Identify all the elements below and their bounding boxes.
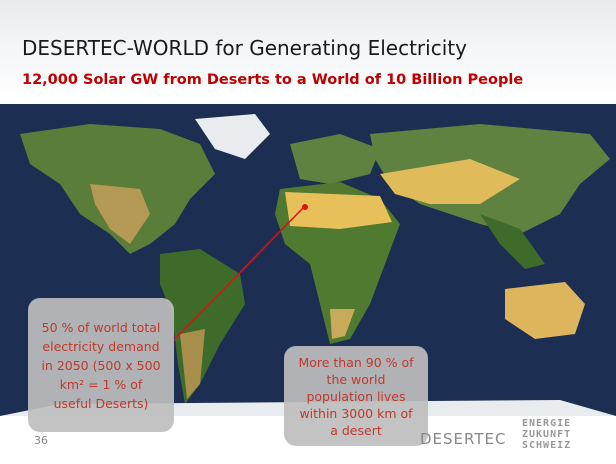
- logo: DESERTEC: [420, 430, 506, 448]
- logo: ENERGIE ZUKUNFT SCHWEIZ: [522, 418, 592, 451]
- slide-subtitle: 12,000 Solar GW from Deserts to a World …: [22, 72, 523, 88]
- callout-text: More than 90 % of the world population l…: [296, 354, 416, 439]
- slide: DESERTEC-WORLD for Generating Electricit…: [0, 0, 616, 464]
- page-number: 36: [34, 434, 48, 447]
- callout-text: 50 % of world total electricity demand i…: [40, 318, 162, 413]
- callout: More than 90 % of the world population l…: [284, 346, 428, 446]
- callout: 50 % of world total electricity demand i…: [28, 298, 174, 432]
- slide-title: DESERTEC-WORLD for Generating Electricit…: [22, 36, 467, 60]
